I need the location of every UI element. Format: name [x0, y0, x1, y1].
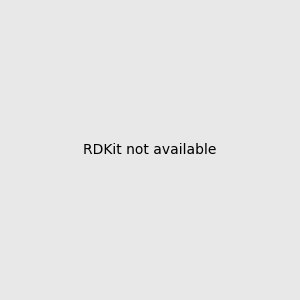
Text: RDKit not available: RDKit not available [83, 143, 217, 157]
